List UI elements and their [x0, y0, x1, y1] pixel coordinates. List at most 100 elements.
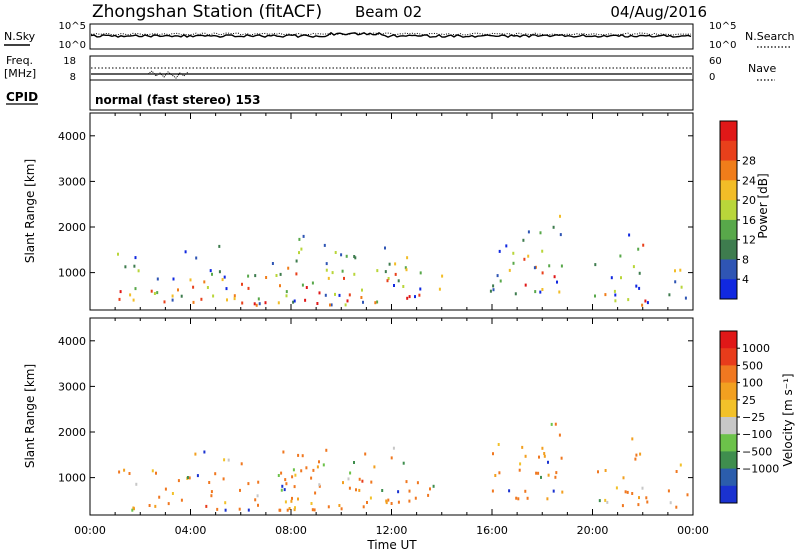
scatter-point — [554, 422, 557, 426]
velocity-scatter — [118, 422, 689, 512]
scatter-point — [394, 272, 397, 276]
scatter-point — [254, 498, 257, 502]
scatter-point — [137, 269, 140, 273]
scatter-point — [318, 483, 321, 487]
scatter-point — [397, 279, 400, 283]
scatter-point — [615, 486, 618, 490]
scatter-point — [369, 496, 372, 500]
scatter-point — [644, 299, 647, 303]
scatter-point — [129, 293, 132, 297]
scatter-point — [667, 489, 670, 493]
scatter-point — [494, 474, 497, 477]
freq-label: Freq. — [6, 54, 33, 67]
scatter-point — [158, 495, 161, 499]
scatter-point — [514, 292, 517, 296]
scatter-point — [604, 469, 607, 472]
scatter-point — [196, 474, 199, 478]
scatter-point — [397, 500, 400, 504]
scatter-point — [512, 251, 515, 255]
scatter-point — [298, 251, 300, 255]
cpid-label: CPID — [6, 90, 38, 104]
scatter-point — [533, 266, 536, 270]
scatter-point — [526, 496, 529, 500]
scatter-point — [637, 503, 640, 507]
scatter-point — [347, 477, 350, 481]
scatter-point — [325, 262, 328, 266]
colorbar-tick-label: 24 — [742, 174, 756, 187]
y-tick-label: 1000 — [58, 472, 86, 485]
scatter-point — [508, 489, 511, 493]
scatter-point — [385, 499, 388, 503]
scatter-point — [312, 468, 315, 472]
colorbar-tick-label: −100 — [742, 428, 772, 441]
scatter-point — [180, 294, 183, 298]
scatter-point — [362, 505, 365, 509]
velocity-frame — [89, 317, 694, 516]
scatter-point — [132, 506, 135, 510]
scatter-point — [521, 445, 524, 449]
x-axis-label: Time UT — [366, 538, 417, 552]
scatter-point — [216, 507, 219, 511]
scatter-point — [203, 450, 206, 454]
scatter-point — [194, 452, 197, 456]
scatter-point — [419, 271, 422, 275]
scatter-point — [293, 485, 296, 489]
scatter-point — [353, 255, 356, 258]
scatter-point — [535, 471, 538, 475]
scatter-point — [358, 477, 361, 481]
scatter-point — [492, 288, 495, 292]
scatter-point — [275, 274, 278, 277]
scatter-point — [546, 497, 549, 501]
scatter-point — [397, 490, 400, 494]
scatter-point — [388, 262, 391, 266]
scatter-point — [279, 272, 282, 276]
scatter-point — [524, 454, 527, 458]
scatter-point — [284, 500, 287, 504]
scatter-point — [498, 249, 501, 253]
scatter-point — [637, 247, 640, 251]
scatter-point — [606, 500, 609, 504]
cpid-frame — [89, 79, 694, 111]
scatter-point — [627, 298, 630, 302]
scatter-point — [628, 233, 631, 237]
scatter-point — [180, 498, 183, 502]
scatter-point — [171, 298, 174, 302]
scatter-point — [668, 293, 671, 297]
scatter-point — [402, 285, 405, 288]
scatter-point — [323, 243, 326, 247]
colorbar-segment — [720, 485, 737, 504]
scatter-point — [402, 461, 405, 465]
power-scatter — [117, 214, 687, 307]
scatter-point — [619, 254, 622, 258]
colorbar-segment — [720, 417, 737, 435]
scatter-point — [285, 482, 288, 486]
scatter-point — [524, 489, 527, 493]
scatter-point — [386, 279, 389, 283]
scatter-point — [419, 287, 422, 291]
colorbar-segment — [720, 140, 737, 162]
scatter-point — [285, 290, 288, 294]
colorbar-segment — [720, 239, 737, 260]
scatter-point — [281, 484, 284, 488]
scatter-point — [325, 448, 328, 452]
scatter-point — [150, 289, 153, 293]
colorbar-tick-label: 25 — [742, 394, 756, 407]
scatter-point — [559, 214, 561, 218]
scatter-point — [405, 480, 408, 484]
scatter-point — [348, 486, 351, 490]
freq-dip-trace — [147, 70, 189, 79]
scatter-point — [543, 452, 546, 455]
scatter-point — [547, 460, 549, 464]
scatter-point — [318, 484, 321, 488]
scatter-point — [238, 507, 241, 511]
scatter-point — [432, 484, 435, 488]
scatter-point — [218, 244, 221, 248]
scatter-point — [324, 293, 327, 297]
scatter-point — [341, 269, 344, 273]
power-axis: 1000 2000 3000 4000 — [58, 113, 694, 310]
scatter-point — [669, 501, 672, 505]
scatter-point — [604, 498, 607, 502]
scatter-point — [344, 303, 347, 307]
scatter-point — [171, 492, 174, 495]
scatter-point — [638, 271, 641, 275]
